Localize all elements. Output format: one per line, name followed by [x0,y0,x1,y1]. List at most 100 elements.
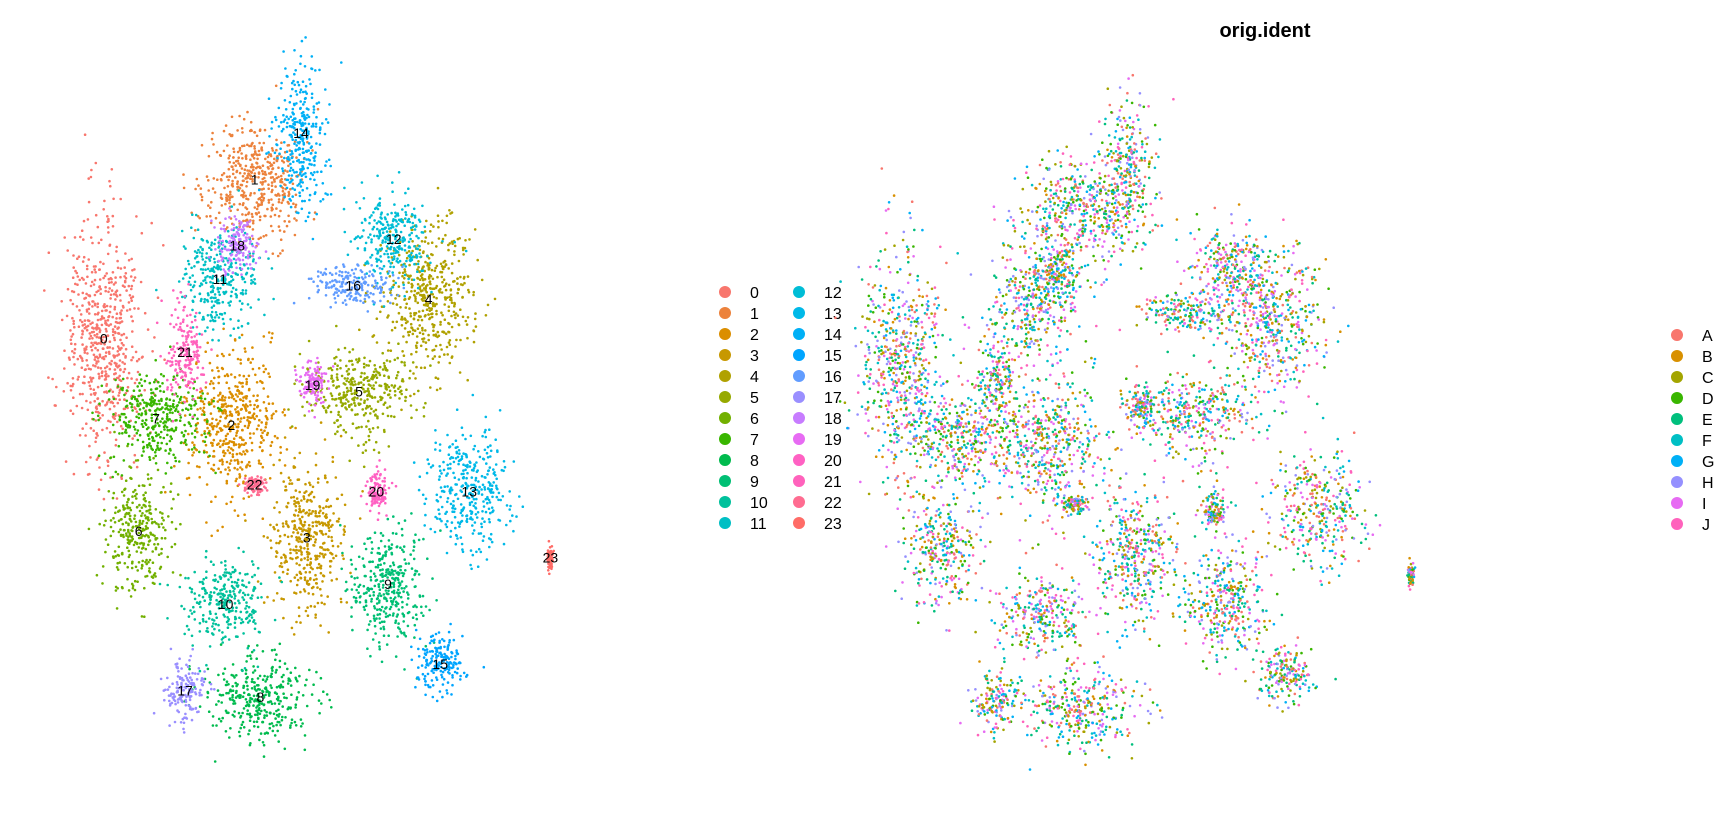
cluster-point [214,216,218,220]
cluster-point [217,246,220,249]
cluster-point [459,283,463,286]
cluster-point [184,267,187,271]
cluster-point [153,336,156,339]
cluster-point [161,406,164,409]
cluster-point [264,179,267,183]
cluster-point [231,426,235,430]
cluster-point [339,366,342,370]
cluster-point [261,164,265,167]
cluster-point [417,260,420,263]
cluster-point [154,546,158,550]
cluster-point [440,291,444,294]
cluster-point [311,592,315,596]
cluster-point [217,339,220,342]
cluster-point [295,501,298,504]
cluster-point [219,193,223,196]
cluster-point [182,186,186,190]
cluster-point [241,157,244,160]
cluster-point [383,391,386,395]
cluster-point [155,418,159,421]
cluster-point [262,601,266,604]
cluster-point [350,436,354,440]
cluster-point [127,549,131,553]
cluster-point [366,398,369,401]
cluster-point [340,493,344,497]
cluster-point [74,282,77,286]
cluster-point [198,292,202,296]
cluster-point [281,715,284,719]
cluster-point [217,316,221,319]
cluster-point [429,230,432,233]
cluster-point [283,436,287,439]
cluster-point [233,339,237,342]
cluster-point [255,153,258,156]
cluster-point [269,539,273,542]
cluster-point [211,328,215,331]
cluster-point [391,219,395,223]
cluster-point [447,283,451,287]
cluster-point [297,691,301,694]
cluster-point [92,265,96,268]
cluster-point [282,598,286,601]
cluster-point [412,207,416,211]
cluster-point [225,405,228,408]
cluster-point [294,426,297,430]
cluster-point [448,339,452,342]
cluster-point [224,124,228,127]
cluster-point [456,291,460,295]
cluster-point [266,160,270,164]
cluster-point [106,252,110,256]
cluster-point [378,608,382,611]
cluster-point [221,451,225,454]
cluster-point [241,131,244,134]
cluster-point [238,146,242,150]
cluster-point [480,278,484,282]
cluster-point [215,724,218,727]
cluster-point [286,682,290,685]
cluster-point [212,438,216,442]
cluster-point [245,660,248,663]
cluster-point [92,283,96,286]
cluster-point [350,408,354,412]
cluster-point [377,371,381,375]
cluster-point [85,328,89,332]
cluster-point [211,417,214,421]
cluster-point [457,259,461,263]
cluster-point [162,519,165,522]
cluster-point [113,368,117,371]
cluster-point [116,568,120,571]
cluster-point [136,404,139,408]
cluster-point [266,395,270,398]
cluster-point [76,283,79,287]
cluster-point [337,393,341,396]
cluster-point [304,571,308,574]
cluster-point [253,573,256,577]
cluster-point [403,204,407,208]
cluster-point [129,275,133,278]
cluster-point [392,257,396,261]
cluster-point [331,544,335,548]
cluster-point [259,441,263,444]
cluster-point [107,290,110,294]
cluster-point [260,188,264,191]
cluster-point [135,378,139,381]
cluster-point [83,133,87,136]
cluster-point [141,425,145,429]
cluster-point [261,169,264,173]
cluster-point [91,321,94,325]
cluster-point [437,361,441,364]
cluster-point [121,304,125,308]
cluster-point [400,324,404,327]
cluster-point [77,255,81,258]
cluster-point [229,209,232,213]
cluster-point [444,263,448,267]
cluster-point [237,156,240,159]
cluster-point [372,614,376,618]
cluster-point [311,409,314,412]
cluster-point [350,392,354,396]
cluster-point [287,202,291,205]
cluster-point [105,390,108,393]
cluster-point [458,371,462,374]
cluster-point [364,449,368,452]
cluster-point [243,424,247,428]
